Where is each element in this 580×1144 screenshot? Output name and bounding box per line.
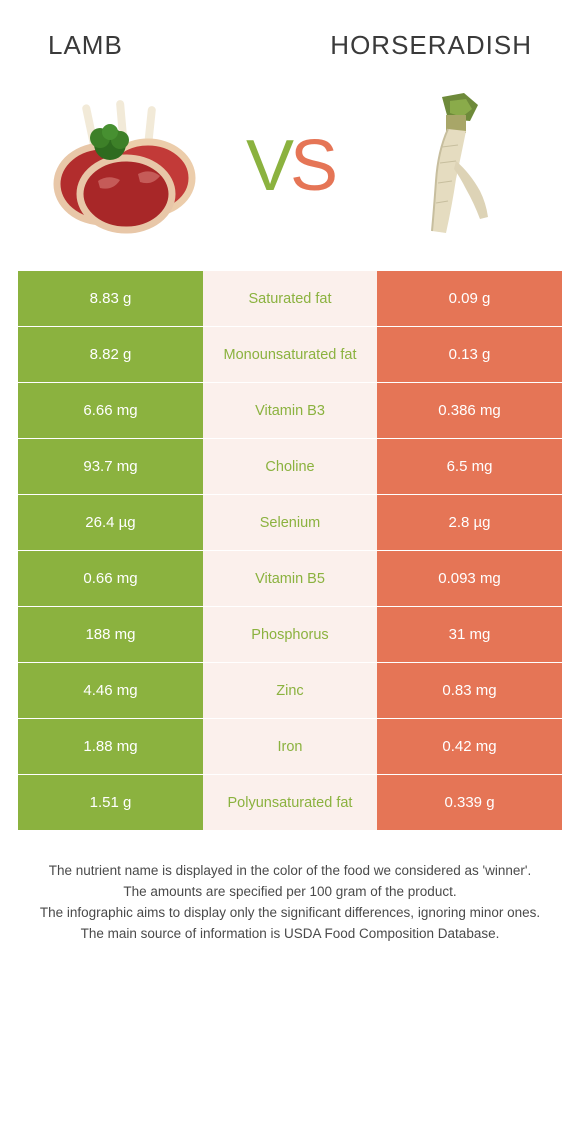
left-value: 93.7 mg	[18, 439, 203, 494]
nutrient-label: Zinc	[203, 663, 377, 718]
infographic-container: LAMB HORSERADISH	[0, 0, 580, 985]
right-value: 0.09 g	[377, 271, 562, 326]
left-value: 1.88 mg	[18, 719, 203, 774]
right-value: 0.386 mg	[377, 383, 562, 438]
table-row: 0.66 mgVitamin B50.093 mg	[18, 551, 562, 607]
nutrient-label: Monounsaturated fat	[203, 327, 377, 382]
table-row: 188 mgPhosphorus31 mg	[18, 607, 562, 663]
nutrient-label: Choline	[203, 439, 377, 494]
right-value: 0.093 mg	[377, 551, 562, 606]
left-value: 0.66 mg	[18, 551, 203, 606]
nutrient-label: Vitamin B3	[203, 383, 377, 438]
lamb-image	[48, 91, 208, 241]
table-row: 1.51 gPolyunsaturated fat0.339 g	[18, 775, 562, 831]
left-value: 188 mg	[18, 607, 203, 662]
table-row: 8.82 gMonounsaturated fat0.13 g	[18, 327, 562, 383]
nutrient-label: Saturated fat	[203, 271, 377, 326]
right-value: 31 mg	[377, 607, 562, 662]
left-value: 8.83 g	[18, 271, 203, 326]
nutrient-label: Phosphorus	[203, 607, 377, 662]
horseradish-image	[372, 91, 532, 241]
table-row: 8.83 gSaturated fat0.09 g	[18, 271, 562, 327]
vs-label: VS	[246, 125, 334, 207]
right-food-title: HORSERADISH	[330, 30, 532, 61]
left-food-title: LAMB	[48, 30, 123, 61]
vs-s: S	[290, 126, 334, 206]
left-value: 4.46 mg	[18, 663, 203, 718]
right-value: 2.8 µg	[377, 495, 562, 550]
right-value: 0.339 g	[377, 775, 562, 830]
right-value: 6.5 mg	[377, 439, 562, 494]
right-value: 0.13 g	[377, 327, 562, 382]
footnote-line: The amounts are specified per 100 gram o…	[36, 882, 544, 903]
footnote-line: The nutrient name is displayed in the co…	[36, 861, 544, 882]
horseradish-icon	[392, 91, 512, 241]
footnote-line: The main source of information is USDA F…	[36, 924, 544, 945]
nutrient-label: Polyunsaturated fat	[203, 775, 377, 830]
table-row: 1.88 mgIron0.42 mg	[18, 719, 562, 775]
table-row: 26.4 µgSelenium2.8 µg	[18, 495, 562, 551]
nutrient-label: Selenium	[203, 495, 377, 550]
left-value: 26.4 µg	[18, 495, 203, 550]
nutrient-label: Iron	[203, 719, 377, 774]
header-row: LAMB HORSERADISH	[18, 20, 562, 91]
footnote: The nutrient name is displayed in the co…	[18, 831, 562, 945]
right-value: 0.83 mg	[377, 663, 562, 718]
right-value: 0.42 mg	[377, 719, 562, 774]
table-row: 93.7 mgCholine6.5 mg	[18, 439, 562, 495]
footnote-line: The infographic aims to display only the…	[36, 903, 544, 924]
table-row: 4.46 mgZinc0.83 mg	[18, 663, 562, 719]
table-row: 6.66 mgVitamin B30.386 mg	[18, 383, 562, 439]
lamb-icon	[48, 96, 208, 236]
nutrient-label: Vitamin B5	[203, 551, 377, 606]
left-value: 8.82 g	[18, 327, 203, 382]
nutrient-table: 8.83 gSaturated fat0.09 g8.82 gMonounsat…	[18, 271, 562, 831]
left-value: 6.66 mg	[18, 383, 203, 438]
left-value: 1.51 g	[18, 775, 203, 830]
images-row: VS	[18, 91, 562, 271]
vs-v: V	[246, 126, 290, 206]
